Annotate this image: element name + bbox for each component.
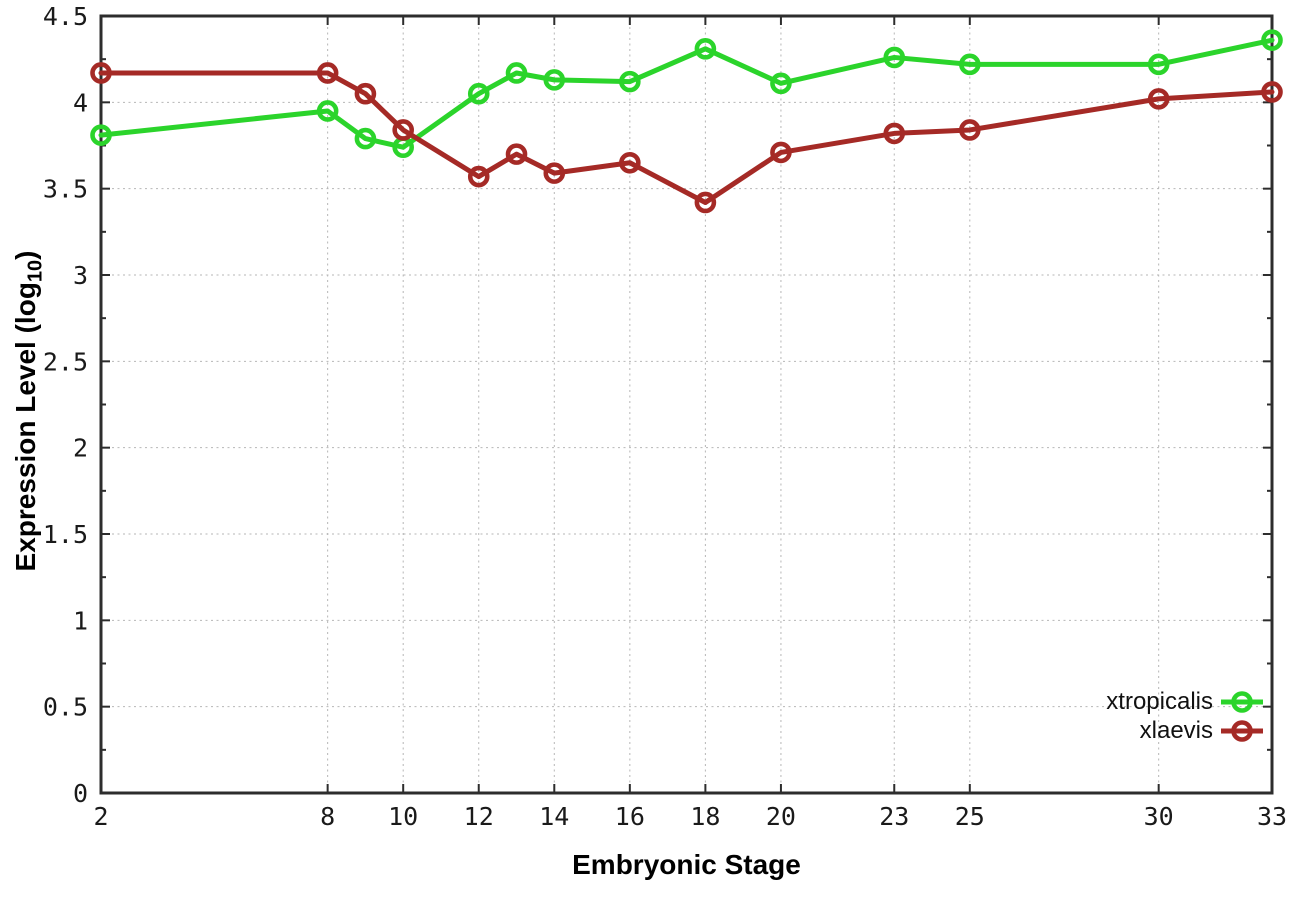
y-axis-title: Expression Level (log10) <box>10 196 47 626</box>
y-tick-label: 2.5 <box>43 347 88 376</box>
data-point-xtropicalis <box>770 72 792 95</box>
y-axis-title-subscript: 10 <box>24 259 47 283</box>
data-point-xlaevis <box>694 191 717 214</box>
x-tick-label: 10 <box>388 802 418 831</box>
x-axis-title: Embryonic Stage <box>572 849 801 880</box>
data-point-xtropicalis <box>467 82 490 105</box>
x-tick-label: 12 <box>464 802 494 831</box>
data-point-xlaevis <box>467 165 490 188</box>
series-line-xlaevis <box>98 70 1275 205</box>
y-tick-label: 1.5 <box>43 520 88 549</box>
data-point-xtropicalis <box>90 124 112 146</box>
y-tick-label: 4.5 <box>43 2 88 31</box>
x-tick-label: 2 <box>93 802 108 831</box>
x-tick-label: 30 <box>1144 802 1174 831</box>
x-tick-label: 8 <box>320 802 335 831</box>
y-tick-label: 3 <box>73 261 88 290</box>
legend-sample-marker-xlaevis <box>1231 720 1253 742</box>
y-axis-title-text: Expression Level (log <box>10 282 41 572</box>
data-point-xlaevis <box>505 143 528 165</box>
data-point-xlaevis <box>392 119 414 141</box>
data-point-xtropicalis <box>543 69 566 91</box>
y-tick-label: 2 <box>73 434 88 463</box>
data-point-xlaevis <box>770 141 792 164</box>
x-tick-label: 23 <box>879 802 909 831</box>
data-point-xlaevis <box>959 119 981 141</box>
data-point-xtropicalis <box>1147 53 1170 76</box>
data-point-xlaevis <box>543 162 566 184</box>
data-point-xlaevis <box>1147 88 1170 110</box>
data-point-xlaevis <box>316 62 339 84</box>
data-point-xtropicalis <box>316 100 339 122</box>
x-tick-label: 16 <box>615 802 645 831</box>
y-tick-label: 0.5 <box>43 693 88 722</box>
data-point-xtropicalis <box>354 127 377 150</box>
series-line-xtropicalis <box>98 37 1275 150</box>
x-tick-label: 20 <box>766 802 796 831</box>
x-tick-label: 14 <box>539 802 569 831</box>
legend-label-xlaevis: xlaevis <box>1140 717 1213 744</box>
plot-border <box>99 14 1274 795</box>
y-tick-label: 3.5 <box>43 175 88 204</box>
data-point-xlaevis <box>619 151 641 174</box>
legend-label-xtropicalis: xtropicalis <box>1106 688 1213 715</box>
data-point-xtropicalis <box>959 53 981 76</box>
data-point-xtropicalis <box>1261 29 1283 51</box>
data-point-xlaevis <box>1261 81 1283 103</box>
x-tick-label: 25 <box>955 802 985 831</box>
data-point-xlaevis <box>883 122 906 145</box>
y-axis-title-suffix: ) <box>10 250 41 260</box>
data-point-xtropicalis <box>619 70 641 93</box>
x-tick-label: 18 <box>690 802 720 831</box>
data-point-xlaevis <box>90 62 112 84</box>
y-tick-label: 1 <box>73 606 88 635</box>
data-point-xtropicalis <box>505 62 528 84</box>
y-tick-label: 4 <box>73 88 88 117</box>
y-tick-label: 0 <box>73 779 88 808</box>
data-point-xtropicalis <box>883 46 906 69</box>
x-tick-label: 33 <box>1257 802 1287 831</box>
data-point-xlaevis <box>354 82 377 105</box>
data-point-xtropicalis <box>694 38 717 60</box>
legend-sample-marker-xtropicalis <box>1231 691 1253 713</box>
